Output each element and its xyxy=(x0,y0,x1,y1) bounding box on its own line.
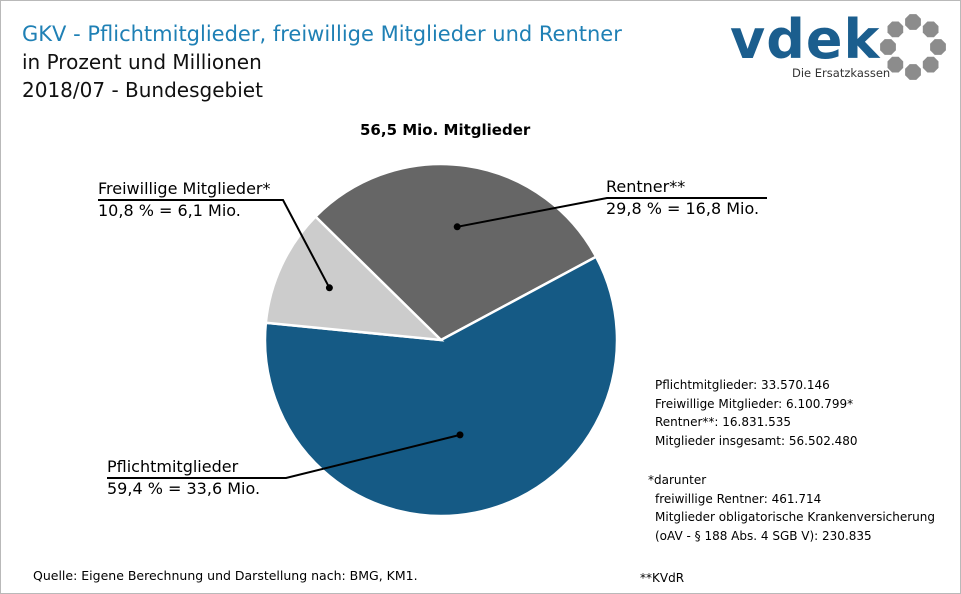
logo-tagline: Die Ersatzkassen xyxy=(792,66,891,80)
logo-octagon xyxy=(930,39,946,55)
footnote-line: (oAV - § 188 Abs. 4 SGB V): 230.835 xyxy=(655,528,872,543)
logo-octagon xyxy=(887,21,904,38)
leader-dot-0 xyxy=(453,223,461,231)
vdek-logo: vdek Die Ersatzkassen xyxy=(730,10,950,85)
label-freiwillige: Freiwillige Mitglieder* 10,8 % = 6,1 Mio… xyxy=(98,178,271,222)
kvdr-footnote: **KVdR xyxy=(640,571,685,585)
leader-lines xyxy=(98,197,767,479)
header: GKV - Pflichtmitglieder, freiwillige Mit… xyxy=(22,20,622,104)
logo-octagon xyxy=(905,14,921,30)
pie-slice-1 xyxy=(263,255,619,518)
label-freiwillige-value: 10,8 % = 6,1 Mio. xyxy=(98,201,241,220)
pie-slice-2 xyxy=(264,214,445,342)
logo-ring-icon xyxy=(880,14,946,80)
logo-octagon xyxy=(880,39,896,55)
label-rentner-name: Rentner** xyxy=(606,177,686,196)
chart-main-title: GKV - Pflichtmitglieder, freiwillige Mit… xyxy=(22,22,622,46)
stat-line: Mitglieder insgesamt: 56.502.480 xyxy=(655,433,858,448)
stat-line: Rentner**: 16.831.535 xyxy=(655,415,791,429)
chart-subtitle-2: 2018/07 - Bundesgebiet xyxy=(22,78,263,102)
label-freiwillige-name: Freiwillige Mitglieder* xyxy=(98,179,271,198)
label-rentner-value: 29,8 % = 16,8 Mio. xyxy=(606,199,760,218)
pie-total-title: 56,5 Mio. Mitglieder xyxy=(360,121,531,139)
footnote-line: freiwillige Rentner: 461.714 xyxy=(655,491,822,506)
footnote-line: Mitglieder obligatorische Krankenversich… xyxy=(655,510,935,524)
source-note: Quelle: Eigene Berechnung und Darstellun… xyxy=(33,568,418,583)
leader-dot-1 xyxy=(456,431,464,439)
pie-slices xyxy=(263,162,619,518)
member-stats: Pflichtmitglieder: 33.570.146 Freiwillig… xyxy=(655,376,858,450)
label-pflicht-value: 59,4 % = 33,6 Mio. xyxy=(107,479,261,498)
chart-subtitle-1: in Prozent und Millionen xyxy=(22,50,262,74)
logo-octagon xyxy=(905,64,921,80)
stat-line: Pflichtmitglieder: 33.570.146 xyxy=(655,378,830,392)
label-pflicht: Pflichtmitglieder 59,4 % = 33,6 Mio. xyxy=(107,456,260,500)
footnote-star: *darunter xyxy=(648,473,707,487)
label-pflicht-name: Pflichtmitglieder xyxy=(107,457,239,476)
leader-line-0 xyxy=(457,197,767,228)
logo-wordmark: vdek xyxy=(730,8,881,71)
leader-line-2 xyxy=(98,199,331,289)
leader-dot-2 xyxy=(325,284,333,292)
logo-octagon xyxy=(887,56,904,73)
leader-line-1 xyxy=(107,433,461,479)
logo-octagon xyxy=(922,56,939,73)
footnote-block: *darunter freiwillige Rentner: 461.714 M… xyxy=(648,471,935,545)
label-rentner: Rentner** 29,8 % = 16,8 Mio. xyxy=(606,176,759,220)
logo-octagon xyxy=(922,21,939,38)
stat-line: Freiwillige Mitglieder: 6.100.799* xyxy=(655,396,854,411)
pie-slice-0 xyxy=(313,162,598,342)
